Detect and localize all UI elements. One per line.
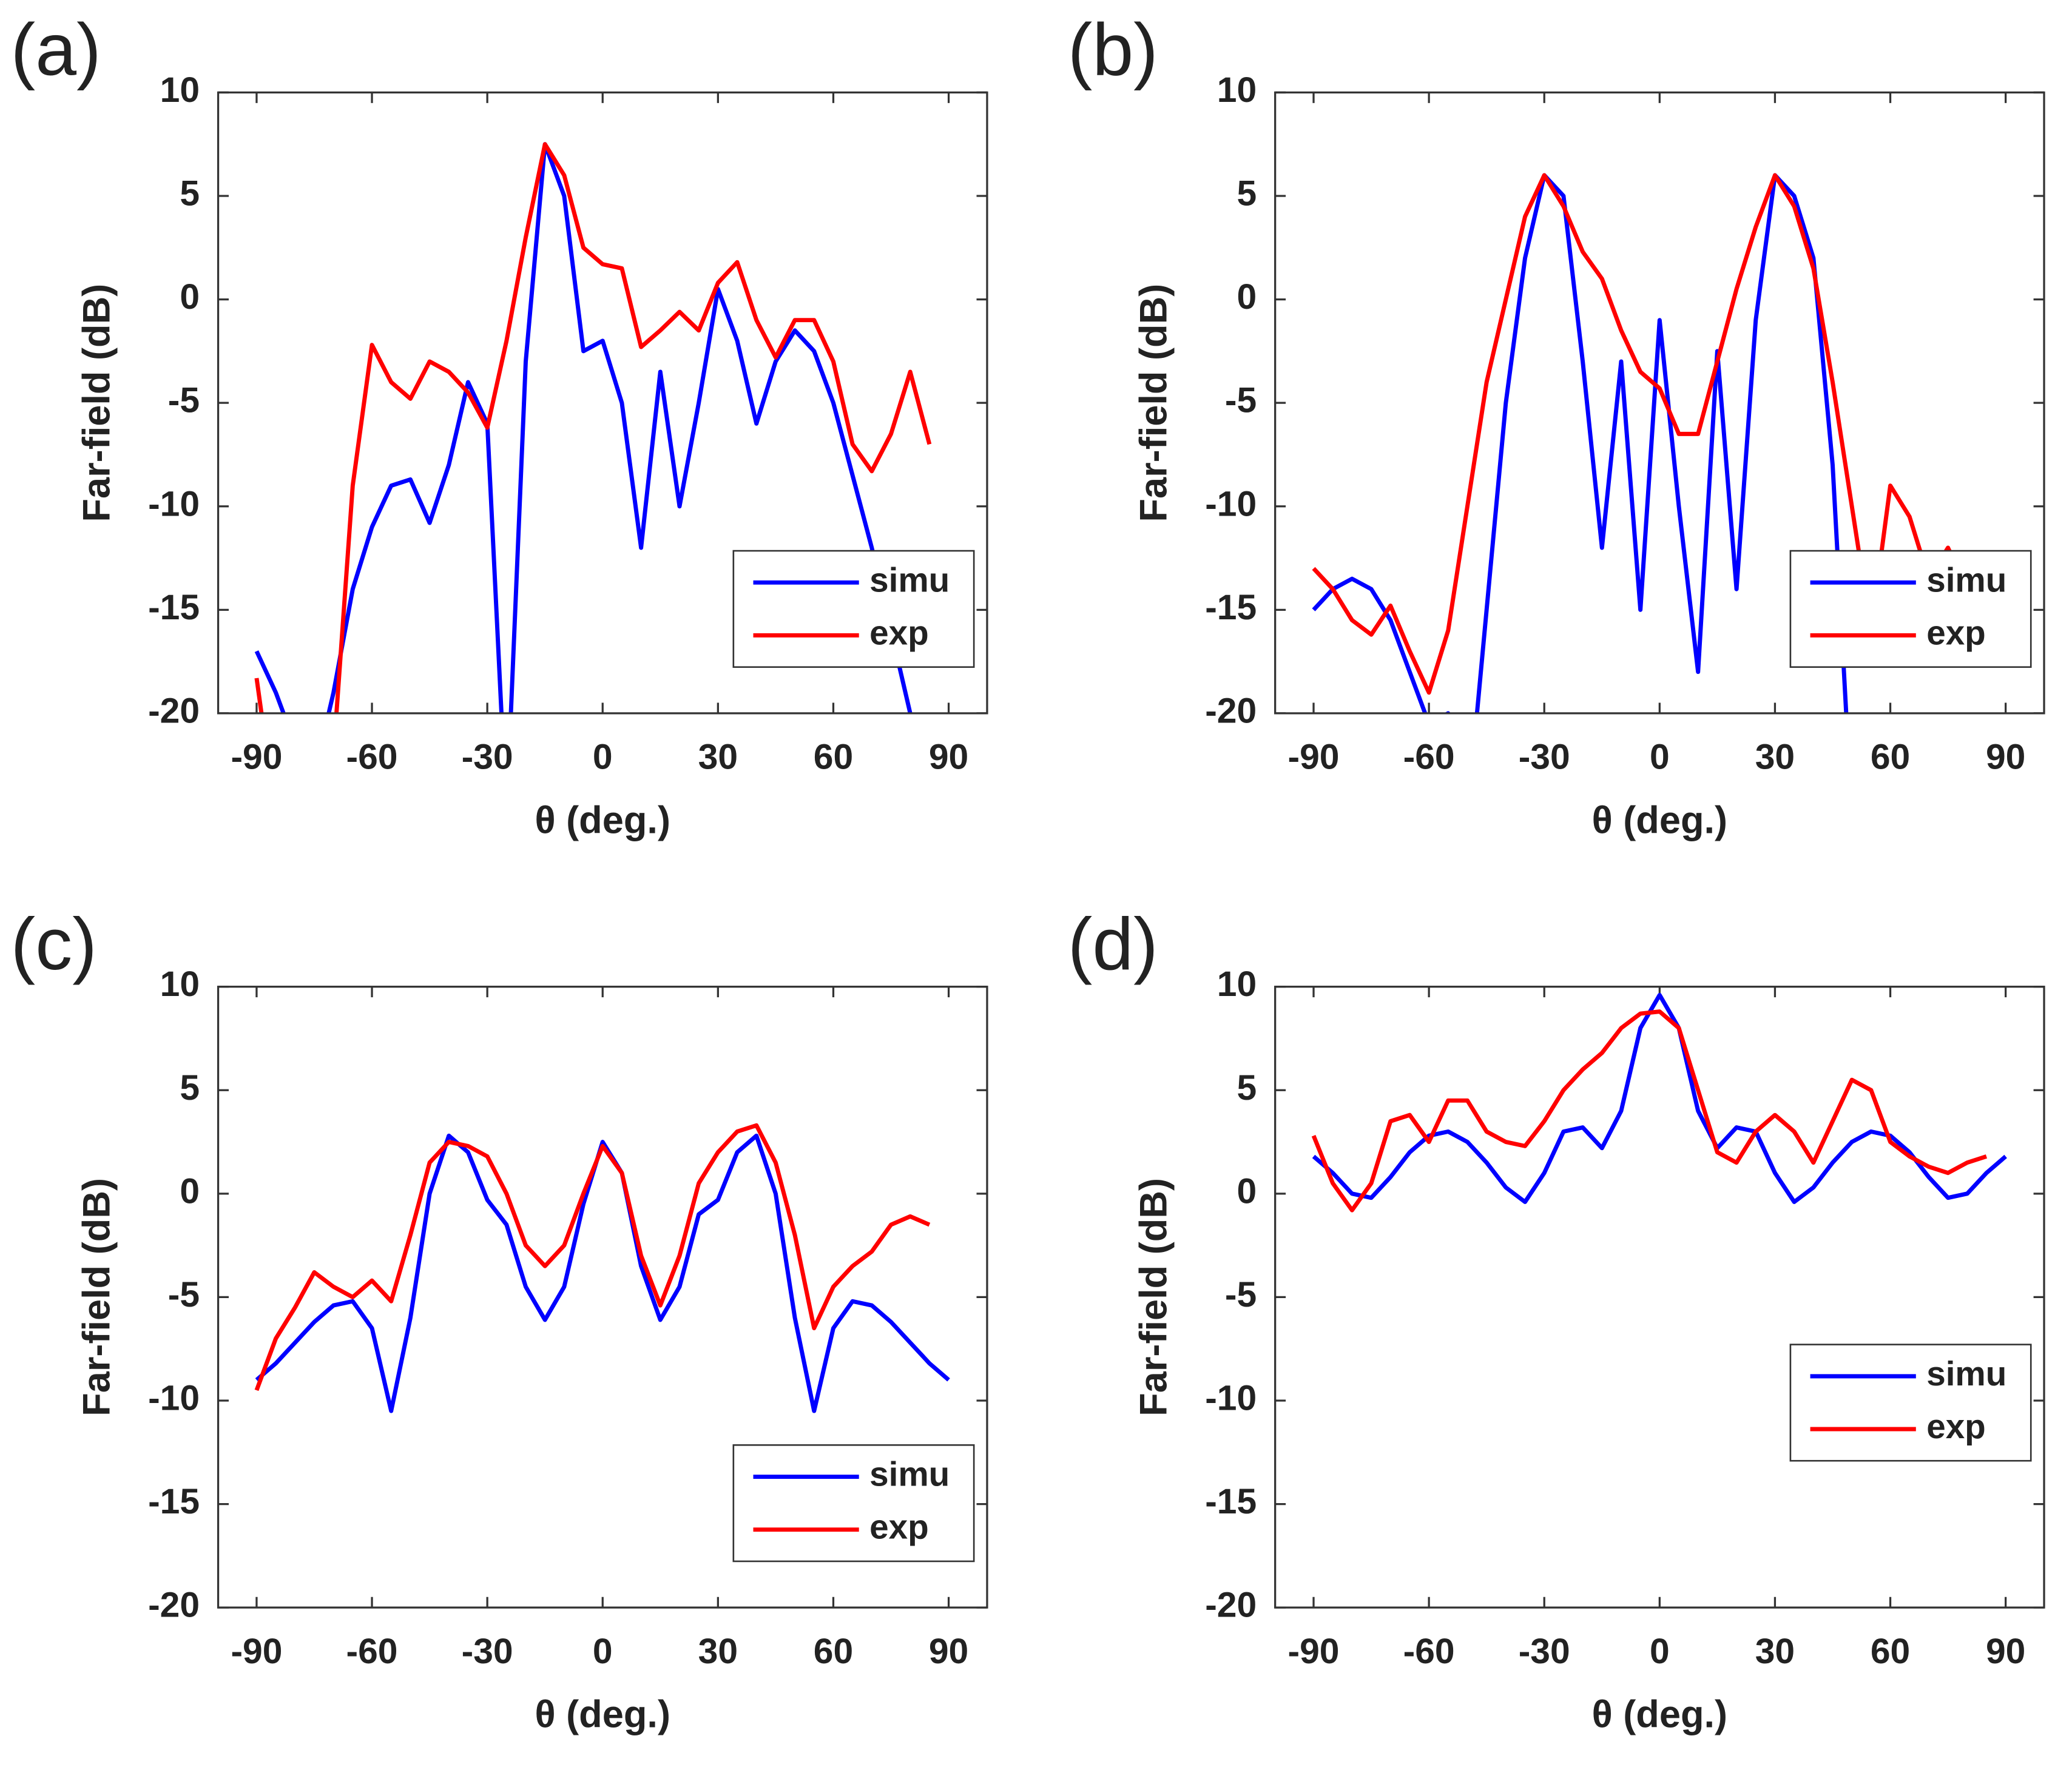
panel-label: (d) [1068, 903, 1158, 985]
legend-label: exp [1926, 613, 1986, 651]
y-tick-label: 5 [1237, 174, 1257, 214]
axes-box [1274, 91, 2045, 715]
subplot: (c) Far-field (dB) θ (deg.) -90 -60 -30 0 30 60 9… [11, 903, 988, 1736]
x-tick-label: 30 [698, 738, 738, 777]
legend-label: simu [1926, 1354, 2006, 1393]
legend-label: simu [1926, 560, 2006, 599]
legend-box [1789, 550, 2032, 668]
subplot: (a) Far-field (dB) θ (deg.) -90 -60 -30 0 30 60 9… [11, 8, 988, 841]
y-tick-label: -10 [1205, 1379, 1257, 1418]
y-tick-label: 0 [1237, 1171, 1257, 1211]
y-tick-label: 5 [180, 1068, 200, 1108]
x-tick-label: 60 [814, 738, 853, 777]
y-tick-label: -15 [148, 1482, 200, 1521]
y-tick-label: -20 [1205, 691, 1257, 730]
x-tick-label: -30 [1519, 738, 1570, 777]
y-tick-label: 0 [180, 1171, 200, 1211]
y-axis-label: Far-field (dB) [1132, 284, 1175, 522]
y-tick-label: 10 [160, 70, 200, 110]
x-tick-label: -60 [1403, 738, 1455, 777]
legend-label: simu [869, 1455, 950, 1493]
x-axis-label: θ (deg.) [535, 1694, 670, 1736]
y-tick-label: -20 [148, 691, 200, 730]
x-tick-label: 0 [1650, 1632, 1670, 1671]
panel-label: (c) [11, 903, 97, 985]
x-axis-label: θ (deg.) [1592, 799, 1728, 841]
x-tick-label: 60 [1871, 1632, 1910, 1671]
x-tick-label: 60 [1871, 738, 1910, 777]
x-tick-label: -30 [462, 738, 513, 777]
y-axis-label: Far-field (dB) [75, 284, 118, 522]
y-axis-label: Far-field (dB) [1132, 1178, 1175, 1416]
y-tick-label: -10 [148, 484, 200, 523]
y-axis-label: Far-field (dB) [75, 1178, 118, 1416]
y-tick-label: -15 [148, 588, 200, 627]
y-tick-label: -5 [168, 381, 200, 420]
y-tick-label: -10 [1205, 484, 1257, 523]
legend-box [1789, 1344, 2032, 1462]
subplot: (d) Far-field (dB) θ (deg.) -90 -60 -30 0 30 60 9… [1068, 903, 2045, 1736]
x-tick-label: 90 [1986, 738, 2025, 777]
x-tick-label: 30 [698, 1632, 738, 1671]
x-axis-label: θ (deg.) [1592, 1694, 1728, 1736]
legend-label: exp [1926, 1407, 1986, 1445]
y-tick-label: -5 [1225, 381, 1257, 420]
axes-box [217, 91, 988, 715]
series-line [1312, 992, 2007, 1204]
subplot: (b) Far-field (dB) θ (deg.) -90 -60 -30 0 30 60 9… [1068, 8, 2045, 841]
y-tick-label: 10 [1217, 70, 1257, 110]
x-tick-label: 0 [593, 738, 613, 777]
x-tick-label: 90 [929, 1632, 968, 1671]
y-tick-label: -5 [1225, 1275, 1257, 1314]
y-tick-label: -15 [1205, 1482, 1257, 1521]
y-tick-label: 5 [1237, 1068, 1257, 1108]
x-tick-label: 30 [1755, 738, 1795, 777]
y-tick-label: -5 [168, 1275, 200, 1314]
legend-label: simu [869, 560, 950, 599]
x-tick-label: -60 [346, 1632, 398, 1671]
y-tick-label: -15 [1205, 588, 1257, 627]
series-line [254, 142, 932, 713]
legend-box [732, 550, 975, 668]
x-tick-label: 90 [1986, 1632, 2025, 1671]
series-line [1312, 173, 1849, 713]
x-tick-label: -30 [1519, 1632, 1570, 1671]
legend-label: exp [869, 1508, 929, 1546]
y-tick-label: 0 [180, 277, 200, 317]
x-tick-label: 90 [929, 738, 968, 777]
x-tick-label: -60 [346, 738, 398, 777]
y-tick-label: 10 [160, 964, 200, 1004]
x-tick-label: 0 [593, 1632, 613, 1671]
x-tick-label: -90 [1288, 1632, 1340, 1671]
x-tick-label: -90 [231, 1632, 282, 1671]
y-tick-label: 0 [1237, 277, 1257, 317]
y-tick-label: 10 [1217, 964, 1257, 1004]
x-tick-label: -90 [1288, 738, 1340, 777]
legend-box [732, 1444, 975, 1563]
series-line [1311, 1009, 1988, 1213]
legend-label: exp [869, 613, 929, 651]
axes-box [217, 986, 988, 1609]
series-line [254, 142, 913, 713]
axes-box [1274, 986, 2045, 1609]
panel-label: (a) [11, 8, 101, 91]
x-tick-label: -30 [462, 1632, 513, 1671]
x-tick-label: -90 [231, 738, 282, 777]
x-tick-label: 0 [1650, 738, 1670, 777]
y-tick-label: -20 [148, 1586, 200, 1625]
series-line [255, 1133, 950, 1413]
y-tick-label: -10 [148, 1379, 200, 1418]
y-tick-label: -20 [1205, 1586, 1257, 1625]
series-line [1312, 173, 1969, 695]
x-tick-label: 30 [1755, 1632, 1795, 1671]
x-axis-label: θ (deg.) [535, 799, 670, 841]
series-line [254, 1123, 931, 1391]
x-tick-label: 60 [814, 1632, 853, 1671]
x-tick-label: -60 [1403, 1632, 1455, 1671]
panel-label: (b) [1068, 8, 1158, 91]
y-tick-label: 5 [180, 174, 200, 214]
